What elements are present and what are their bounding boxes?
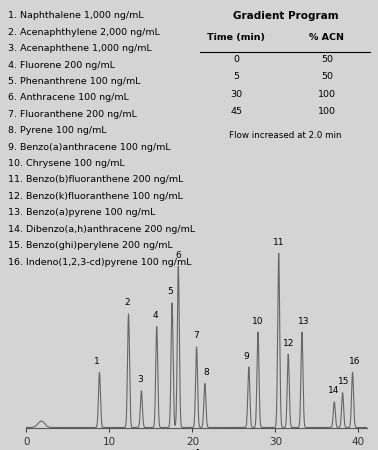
Text: 0: 0 xyxy=(233,55,239,64)
Text: 9. Benzo(a)anthracene 100 ng/mL: 9. Benzo(a)anthracene 100 ng/mL xyxy=(8,143,170,152)
Text: 4: 4 xyxy=(152,311,158,320)
Text: 13: 13 xyxy=(298,317,309,326)
X-axis label: Min: Min xyxy=(184,449,209,450)
Text: 15. Benzo(ghi)perylene 200 ng/mL: 15. Benzo(ghi)perylene 200 ng/mL xyxy=(8,241,172,250)
Text: 10: 10 xyxy=(252,317,264,326)
Text: 16: 16 xyxy=(349,357,361,366)
Text: 50: 50 xyxy=(321,72,333,81)
Text: 3. Acenaphthene 1,000 ng/mL: 3. Acenaphthene 1,000 ng/mL xyxy=(8,44,151,53)
Text: 15: 15 xyxy=(338,377,349,386)
Text: 4. Fluorene 200 ng/mL: 4. Fluorene 200 ng/mL xyxy=(8,61,115,70)
Text: 5: 5 xyxy=(167,288,173,297)
Text: 14: 14 xyxy=(328,387,339,396)
Text: 8. Pyrene 100 ng/mL: 8. Pyrene 100 ng/mL xyxy=(8,126,106,135)
Text: 7: 7 xyxy=(194,331,200,340)
Text: 12. Benzo(k)fluoranthene 100 ng/mL: 12. Benzo(k)fluoranthene 100 ng/mL xyxy=(8,192,183,201)
Text: 6. Anthracene 100 ng/mL: 6. Anthracene 100 ng/mL xyxy=(8,94,129,103)
Text: 1. Naphthalene 1,000 ng/mL: 1. Naphthalene 1,000 ng/mL xyxy=(8,11,143,20)
Text: Time (min): Time (min) xyxy=(207,33,265,42)
Text: Gradient Program: Gradient Program xyxy=(232,11,338,21)
Text: 5. Phenanthrene 100 ng/mL: 5. Phenanthrene 100 ng/mL xyxy=(8,77,140,86)
Text: 10. Chrysene 100 ng/mL: 10. Chrysene 100 ng/mL xyxy=(8,159,124,168)
Text: 5: 5 xyxy=(233,72,239,81)
Text: 100: 100 xyxy=(318,90,336,99)
Text: 12: 12 xyxy=(284,339,295,348)
Text: 11: 11 xyxy=(273,238,285,247)
Text: 11. Benzo(b)fluoranthene 200 ng/mL: 11. Benzo(b)fluoranthene 200 ng/mL xyxy=(8,176,183,184)
Text: 14. Dibenzo(a,h)anthracene 200 ng/mL: 14. Dibenzo(a,h)anthracene 200 ng/mL xyxy=(8,225,195,234)
Text: 100: 100 xyxy=(318,107,336,116)
Text: 9: 9 xyxy=(243,351,249,360)
Text: % ACN: % ACN xyxy=(310,33,344,42)
Text: 3: 3 xyxy=(138,375,143,384)
Text: Flow increased at 2.0 min: Flow increased at 2.0 min xyxy=(229,130,342,140)
Text: 13. Benzo(a)pyrene 100 ng/mL: 13. Benzo(a)pyrene 100 ng/mL xyxy=(8,208,155,217)
Text: 6: 6 xyxy=(175,251,181,260)
Text: 45: 45 xyxy=(230,107,242,116)
Text: 16. Indeno(1,2,3-cd)pyrene 100 ng/mL: 16. Indeno(1,2,3-cd)pyrene 100 ng/mL xyxy=(8,257,191,266)
Text: 30: 30 xyxy=(230,90,242,99)
Text: 50: 50 xyxy=(321,55,333,64)
Text: 2: 2 xyxy=(124,298,130,307)
Text: 8: 8 xyxy=(204,368,209,377)
Text: 7. Fluoranthene 200 ng/mL: 7. Fluoranthene 200 ng/mL xyxy=(8,110,136,119)
Text: 2. Acenaphthylene 2,000 ng/mL: 2. Acenaphthylene 2,000 ng/mL xyxy=(8,28,160,37)
Text: 1: 1 xyxy=(94,357,100,366)
